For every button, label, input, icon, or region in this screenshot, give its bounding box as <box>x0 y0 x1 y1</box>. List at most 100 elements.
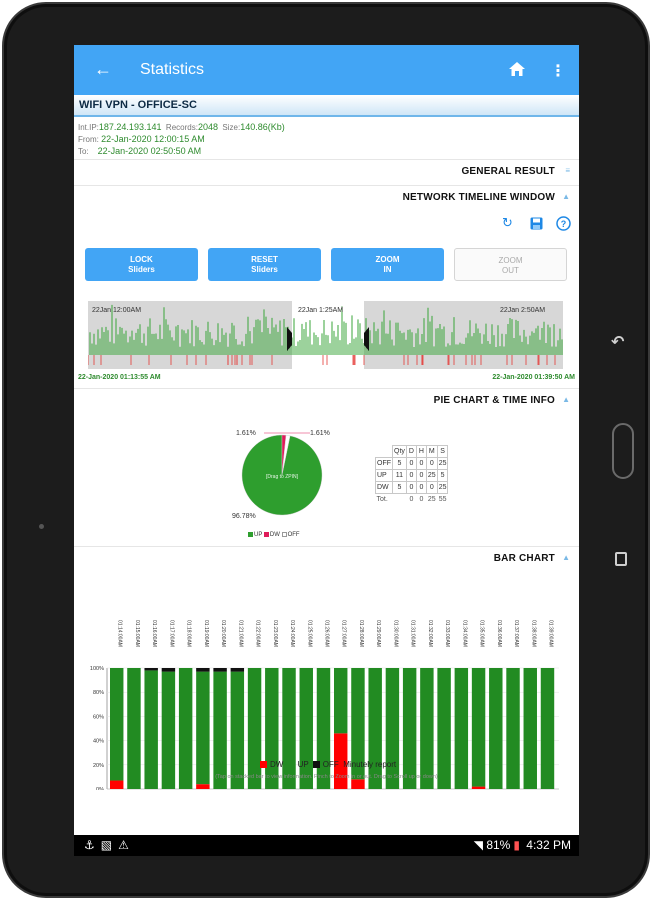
legend-up: UP <box>297 760 309 769</box>
button-label-line1: RESET <box>251 255 278 264</box>
refresh-icon[interactable]: ↻ <box>502 215 513 230</box>
pie-chart[interactable]: [Drag to ZPIN] <box>240 433 324 517</box>
hardware-recent-apps-icon[interactable] <box>615 552 627 566</box>
x-tick-label: 01:35:00AM <box>479 620 485 647</box>
bar-segment-off[interactable] <box>213 668 227 672</box>
bar-segment-up[interactable] <box>506 668 520 789</box>
bar-segment-up[interactable] <box>265 668 279 789</box>
bar-segment-up[interactable] <box>316 668 331 789</box>
help-icon[interactable]: ? <box>556 216 571 231</box>
left-slider-handle[interactable] <box>287 327 292 351</box>
bar-segment-dw[interactable] <box>351 779 365 789</box>
zoom-out-button[interactable]: ZOOM OUT <box>454 248 567 281</box>
records-value: 2048 <box>197 122 218 132</box>
right-slider-handle[interactable] <box>364 327 369 351</box>
x-tick-label: 01:19:00AM <box>203 620 209 647</box>
bar-segment-up[interactable] <box>489 668 503 789</box>
bar-segment-up[interactable] <box>161 671 176 789</box>
hardware-home-button[interactable] <box>612 423 634 479</box>
bar-segment-dw[interactable] <box>471 786 486 789</box>
bar-segment-up[interactable] <box>523 668 537 789</box>
zoom-in-button[interactable]: ZOOM IN <box>331 248 444 281</box>
bar-segment-up[interactable] <box>471 668 486 787</box>
x-tick-label: 01:25:00AM <box>306 620 312 647</box>
network-timeline[interactable] <box>87 301 563 369</box>
section-label: PIE CHART & TIME INFO <box>433 395 555 406</box>
bar-segment-dw[interactable] <box>110 780 124 789</box>
x-tick-label: 01:26:00AM <box>323 620 329 647</box>
cell: 0 <box>415 457 427 470</box>
bar-segment-up[interactable] <box>144 670 158 789</box>
lock-sliders-button[interactable]: LOCK Sliders <box>85 248 198 281</box>
bar-segment-up[interactable] <box>230 671 245 789</box>
cell: 0 <box>405 481 417 494</box>
bar-chart[interactable]: 0% 20% 40% 60% 80% 100% 01:14:00AM 01:15:00AM 01… <box>74 570 579 790</box>
x-tick-label: 01:27:00AM <box>341 620 347 647</box>
hardware-back-icon[interactable]: ↶ <box>611 334 625 351</box>
legend-dw: DW <box>270 760 284 769</box>
bar-segment-off[interactable] <box>196 668 210 672</box>
page-title: Statistics <box>140 61 205 78</box>
timeline-window-header[interactable]: NETWORK TIMELINE WINDOW ▲ <box>74 185 579 207</box>
timeline-end-time: 22Jan 2:50AM <box>500 307 546 314</box>
cell: 5 <box>436 469 449 482</box>
cell: 0 <box>409 496 414 504</box>
bar-segment-up[interactable] <box>368 668 382 789</box>
bar-segment-up[interactable] <box>110 668 124 781</box>
bar-segment-up[interactable] <box>437 668 451 789</box>
bar-segment-up[interactable] <box>454 668 469 789</box>
button-label-line2: OUT <box>502 266 519 275</box>
pie-slice-off[interactable] <box>281 434 291 476</box>
bar-segment-off[interactable] <box>230 668 245 672</box>
bar-segment-up[interactable] <box>127 668 141 789</box>
bar-segment-up[interactable] <box>196 671 210 785</box>
bar-segment-off[interactable] <box>144 668 158 671</box>
connection-name: WIFI VPN - OFFICE-SC <box>79 99 197 111</box>
to-label: To: <box>78 147 89 156</box>
x-tick-label: 01:20:00AM <box>220 620 226 647</box>
bar-segment-dw[interactable] <box>196 784 210 789</box>
bar-segment-dw[interactable] <box>334 733 348 789</box>
back-arrow-icon[interactable]: ← <box>94 59 112 79</box>
x-tick-label: 01:21:00AM <box>237 620 243 647</box>
total-label: Tot. <box>376 496 388 504</box>
bar-segment-up[interactable] <box>420 668 434 789</box>
bar-segment-up[interactable] <box>247 668 262 789</box>
table-row: OFF 5 0 0 0 25 <box>375 457 449 470</box>
bar-segment-up[interactable] <box>299 668 313 789</box>
x-tick-label: 01:37:00AM <box>513 620 519 647</box>
bar-segment-up[interactable] <box>402 668 417 789</box>
time-info-table: Qty D H M S OFF 5 0 0 0 25 UP 11 0 0 25 … <box>375 445 449 506</box>
reset-sliders-button[interactable]: RESET Sliders <box>208 248 321 281</box>
bar-segment-up[interactable] <box>213 671 227 789</box>
bar-segment-up[interactable] <box>540 668 555 789</box>
x-tick-label: 01:38:00AM <box>530 620 536 647</box>
table-row: UP 11 0 0 25 5 <box>375 469 449 482</box>
more-options-icon[interactable]: ⋮ <box>550 63 566 80</box>
legend-dw: DW <box>269 532 280 539</box>
connection-title-bar: WIFI VPN - OFFICE-SC <box>74 95 579 117</box>
bar-segment-off[interactable] <box>161 668 176 672</box>
home-icon[interactable] <box>508 61 526 77</box>
bar-segment-up[interactable] <box>385 668 400 789</box>
bar-segment-up[interactable] <box>178 668 193 789</box>
save-icon[interactable] <box>530 217 543 230</box>
camera <box>39 524 44 529</box>
bar-chart-header[interactable]: BAR CHART ▲ <box>74 546 579 568</box>
bar-segment-up[interactable] <box>334 668 348 734</box>
table-row: DW 5 0 0 0 25 <box>375 481 449 494</box>
x-tick-label: 01:28:00AM <box>358 620 364 647</box>
timeline-start-time: 22Jan 12:00AM <box>92 307 142 314</box>
legend-up: UP <box>254 532 263 539</box>
bar-segment-up[interactable] <box>282 668 296 789</box>
section-label: GENERAL RESULT <box>461 166 555 177</box>
bar-segment-up[interactable] <box>351 668 365 780</box>
general-result-header[interactable]: GENERAL RESULT ≡ <box>74 159 579 181</box>
cell: 25 <box>436 481 449 494</box>
y-tick-label: 0% <box>96 787 104 790</box>
button-label-line1: ZOOM <box>375 255 400 264</box>
pie-chart-header[interactable]: PIE CHART & TIME INFO ▲ <box>74 388 579 410</box>
row-label-off: OFF <box>375 457 393 470</box>
notification-icons: ⚓▧⚠ <box>84 838 135 852</box>
battery-percent: 81% <box>486 838 511 852</box>
